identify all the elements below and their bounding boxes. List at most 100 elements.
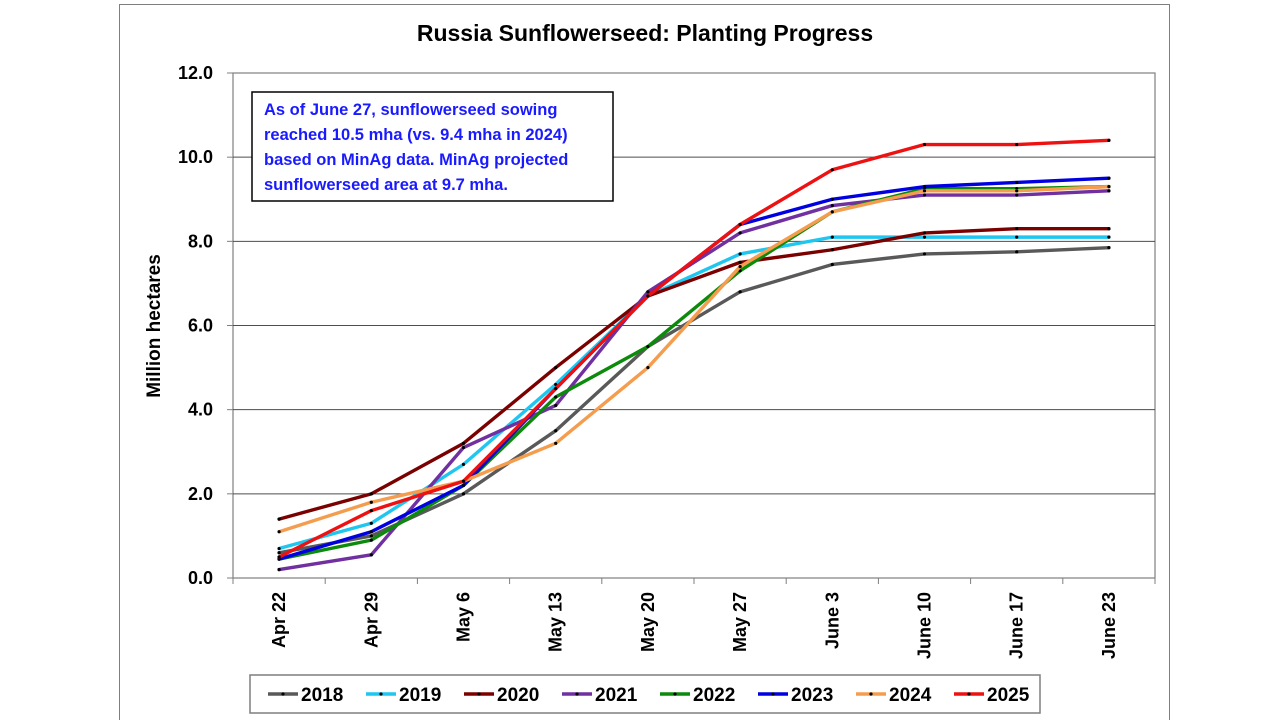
data-point [277, 551, 281, 555]
series-line-2018 [277, 245, 1111, 555]
annotation-line-3: based on MinAg data. MinAg projected [264, 151, 568, 169]
y-tick-label: 0.0 [188, 568, 213, 588]
y-tick-label: 4.0 [188, 400, 213, 420]
data-point [277, 555, 281, 559]
series-line-2021 [277, 189, 1111, 572]
data-point [369, 553, 373, 557]
data-point [461, 445, 466, 450]
data-point [1015, 180, 1019, 185]
data-point [738, 269, 742, 273]
data-point [461, 462, 466, 466]
axis-layer: 0.0 2.0 4.0 6.0 8.0 10.0 12.0 Apr 22 Apr 29 May 6… [178, 63, 1156, 659]
series-layer [277, 138, 1111, 572]
legend-label: 2019 [399, 685, 441, 706]
series-line-2025 [277, 138, 1111, 559]
annotation-box: As of June 27, sunflowerseed sowing reac… [251, 91, 614, 202]
data-point [277, 546, 281, 551]
series-line-2024 [277, 184, 1111, 534]
data-point [554, 403, 558, 408]
data-point [369, 521, 373, 525]
x-tick-label: Apr 29 [361, 592, 381, 648]
series-line-2020 [277, 227, 1111, 521]
data-point [1107, 227, 1111, 231]
data-point [277, 567, 281, 572]
data-point [1107, 185, 1111, 189]
data-point [277, 530, 281, 534]
data-point [830, 248, 834, 252]
legend-label: 2024 [889, 685, 932, 706]
data-point [461, 479, 466, 483]
annotation-border [251, 91, 614, 202]
data-point [461, 492, 466, 496]
data-point [738, 264, 742, 269]
x-tick-label: May 6 [454, 592, 474, 642]
data-point [922, 252, 927, 256]
data-point [922, 193, 927, 197]
data-point [461, 441, 466, 445]
data-point [922, 185, 927, 189]
data-point [646, 290, 650, 294]
data-point [554, 387, 558, 391]
data-point [922, 235, 927, 239]
legend-item-2018: 2018 [268, 685, 343, 706]
legend-item-2021: 2021 [562, 685, 638, 706]
data-point [461, 483, 466, 488]
legend-label: 2018 [301, 685, 343, 706]
legend-marker [477, 692, 481, 696]
legend-marker [869, 692, 873, 696]
data-point [1015, 142, 1019, 147]
y-tick-label: 12.0 [178, 63, 213, 83]
x-tick-label: June 10 [915, 592, 935, 659]
data-point [830, 197, 834, 201]
data-point [369, 509, 373, 513]
data-point [738, 260, 742, 264]
legend-item-2019: 2019 [366, 685, 441, 706]
data-point [554, 441, 558, 445]
data-point [830, 168, 834, 172]
data-point [1015, 250, 1019, 254]
data-point [369, 534, 373, 538]
data-point [277, 517, 281, 521]
legend-label: 2020 [497, 685, 539, 706]
series-2025 [277, 138, 1111, 559]
data-point [830, 210, 834, 214]
y-tick-label: 8.0 [188, 231, 213, 251]
annotation-line-2: reached 10.5 mha (vs. 9.4 mha in 2024) [264, 126, 568, 144]
legend-label: 2025 [987, 685, 1030, 706]
y-tick-label: 10.0 [178, 147, 213, 167]
series-2020 [277, 227, 1111, 521]
legend-marker [281, 692, 285, 696]
chart-title: Russia Sunflowerseed: Planting Progress [417, 20, 873, 46]
data-point [1015, 227, 1019, 231]
data-point [922, 231, 927, 235]
series-2021 [277, 189, 1111, 572]
data-point [830, 203, 834, 208]
data-point [922, 189, 927, 193]
annotation-line-4: sunflowerseed area at 9.7 mha. [264, 176, 508, 194]
data-point [646, 344, 650, 349]
legend-item-2020: 2020 [464, 685, 539, 706]
legend-marker [575, 692, 579, 696]
data-point [1107, 176, 1111, 180]
data-point [830, 262, 834, 267]
data-point [738, 231, 742, 235]
data-point [1015, 193, 1019, 197]
legend-marker [967, 692, 971, 696]
legend-label: 2022 [693, 685, 735, 706]
legend-marker [771, 692, 775, 696]
series-line-2019 [277, 235, 1111, 551]
y-axis-label: Million hectares [144, 254, 165, 398]
data-point [922, 142, 927, 147]
legend-marker [673, 692, 677, 696]
data-point [738, 252, 742, 256]
data-point [738, 290, 742, 294]
x-tick-label: June 17 [1007, 592, 1027, 659]
data-point [369, 530, 373, 534]
legend: 2018 2019 2020 2021 2022 2023 2024 2025 [249, 674, 1041, 714]
legend-marker [379, 692, 383, 696]
data-point [369, 500, 373, 504]
data-point [738, 222, 742, 227]
x-tick-label: May 27 [730, 592, 750, 652]
data-point [1107, 189, 1111, 193]
